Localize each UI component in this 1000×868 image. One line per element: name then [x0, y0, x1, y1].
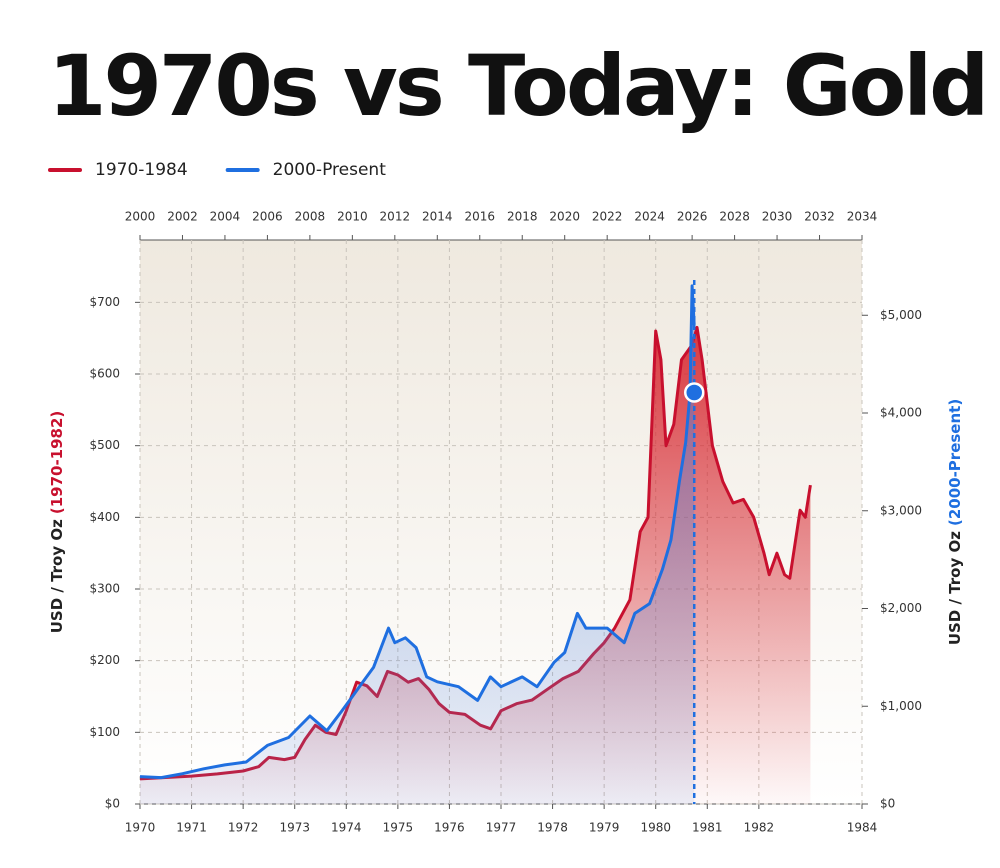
y-label-note: (1970-1982): [48, 411, 66, 514]
x2-tick-label: 2006: [252, 210, 283, 224]
y2-label-note: (2000-Present): [946, 399, 964, 526]
y-tick-label: $700: [89, 295, 120, 309]
legend-label: 2000-Present: [273, 160, 387, 180]
x2-tick-label: 2022: [592, 210, 623, 224]
x-tick-label: 1973: [279, 821, 310, 835]
y2-tick-label: $4,000: [880, 406, 922, 420]
y2-label: USD / Troy Oz: [946, 531, 964, 645]
x2-tick-label: 2030: [762, 210, 793, 224]
x2-tick-label: 2018: [507, 210, 538, 224]
y-tick-label: $500: [89, 438, 120, 452]
highlight-marker: [683, 382, 705, 403]
y-label: USD / Troy Oz: [48, 519, 66, 633]
x-tick-label: 1972: [228, 821, 259, 835]
x2-tick-label: 2010: [337, 210, 368, 224]
area: [140, 285, 695, 804]
x-tick-label: 1984: [847, 821, 878, 835]
x2-tick-label: 2026: [677, 210, 708, 224]
x-tick-label: 1982: [744, 821, 775, 835]
x2-tick-label: 2002: [167, 210, 198, 224]
x-tick-label: 1979: [589, 821, 620, 835]
x-tick-label: 1974: [331, 821, 362, 835]
y-axis-title: USD / Troy Oz (1970-1982): [48, 411, 66, 634]
x2-tick-label: 2028: [719, 210, 750, 224]
x2-tick-label: 2012: [380, 210, 411, 224]
x-tick-label: 1975: [383, 821, 414, 835]
x-tick-label: 1976: [434, 821, 465, 835]
y2-tick-label: $0: [880, 797, 895, 811]
x2-tick-label: 2014: [422, 210, 453, 224]
x-tick-label: 1981: [692, 821, 723, 835]
x-tick-label: 1971: [176, 821, 207, 835]
y2-tick-label: $5,000: [880, 308, 922, 322]
y-tick-label: $600: [89, 367, 120, 381]
chart-title: 1970s vs Today: Gold: [48, 37, 986, 135]
legend-label: 1970-1984: [95, 160, 188, 180]
x2-tick-label: 2034: [847, 210, 878, 224]
x-tick-label: 1970: [125, 821, 156, 835]
y-tick-label: $100: [89, 725, 120, 739]
x-tick-label: 1978: [537, 821, 568, 835]
y2-axis-title: USD / Troy Oz (2000-Present): [946, 399, 964, 645]
x2-tick-label: 2020: [549, 210, 580, 224]
x2-tick-label: 2004: [210, 210, 241, 224]
x-tick-label: 1977: [486, 821, 517, 835]
x2-tick-label: 2016: [464, 210, 495, 224]
y-tick-label: $200: [89, 653, 120, 667]
y-tick-label: $400: [89, 510, 120, 524]
x2-tick-label: 2008: [295, 210, 326, 224]
y2-tick-label: $2,000: [880, 601, 922, 615]
y-tick-label: $300: [89, 582, 120, 596]
y-tick-label: $0: [105, 797, 120, 811]
x2-tick-label: 2032: [804, 210, 835, 224]
x-tick-label: 1980: [640, 821, 671, 835]
x2-tick-label: 2000: [125, 210, 156, 224]
y2-tick-label: $1,000: [880, 699, 922, 713]
line: [139, 284, 696, 780]
x2-tick-label: 2024: [634, 210, 665, 224]
y2-tick-label: $3,000: [880, 503, 922, 517]
